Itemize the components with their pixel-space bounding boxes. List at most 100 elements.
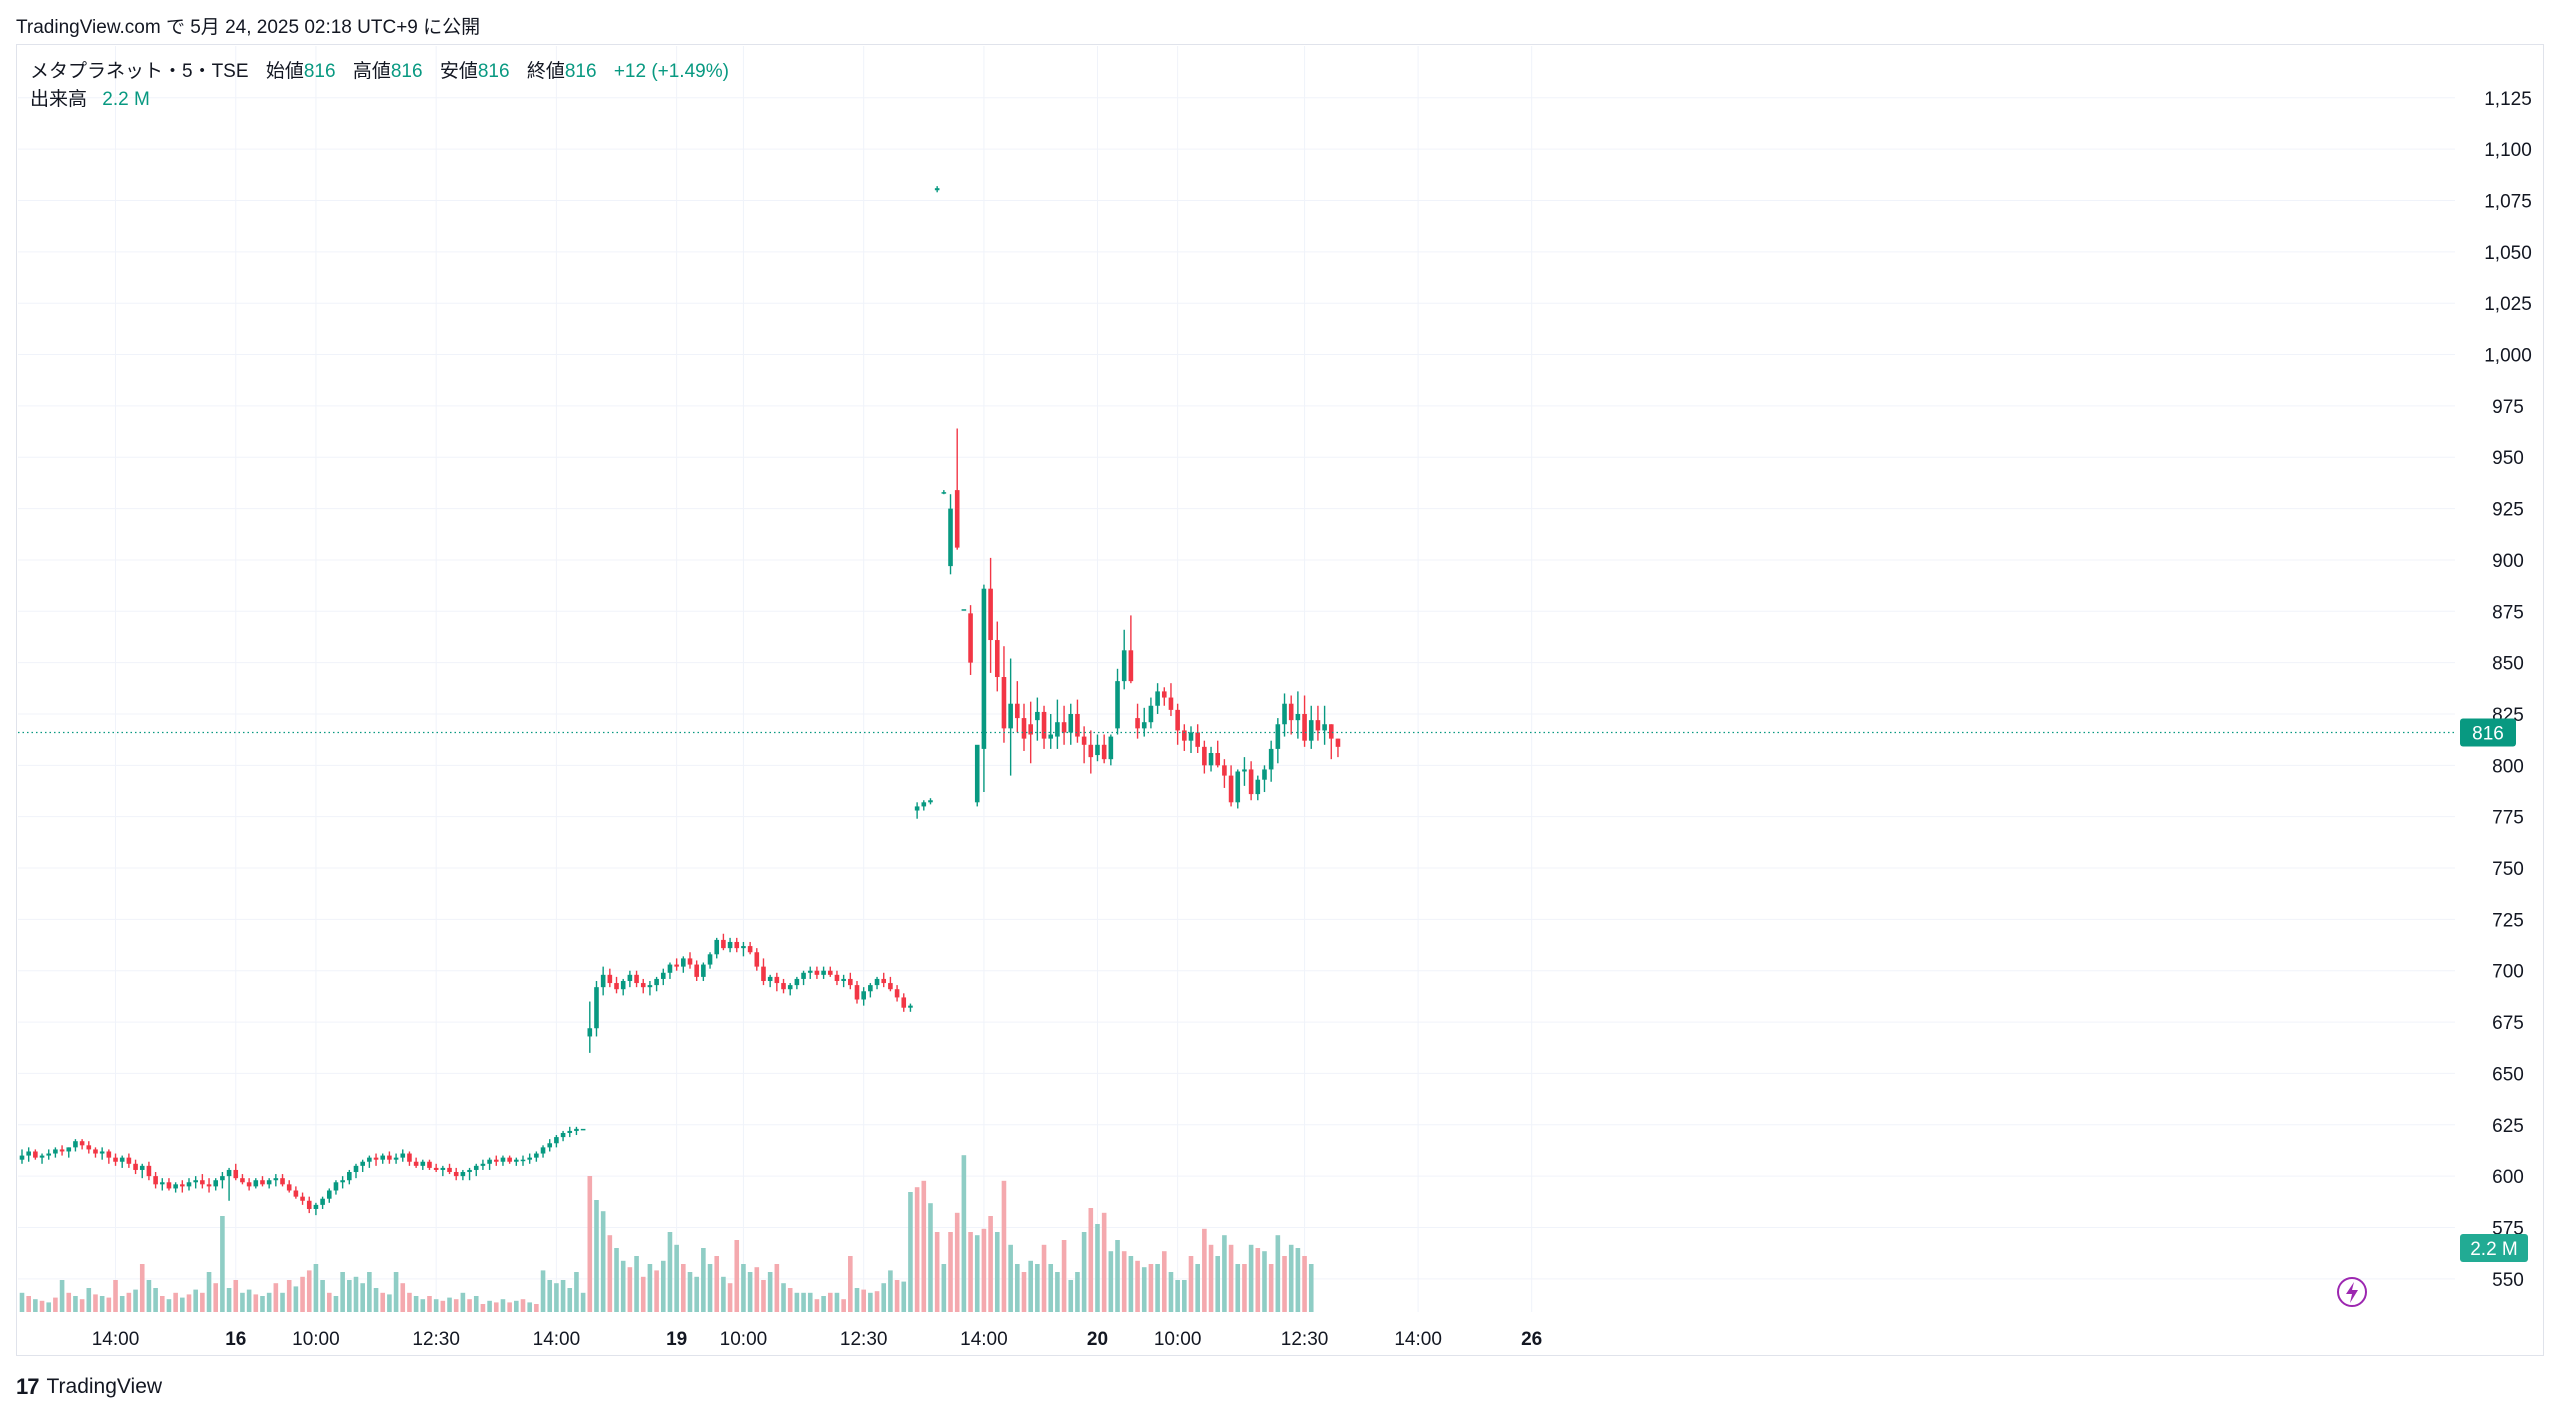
volume-bar xyxy=(1295,1248,1301,1312)
volume-bar xyxy=(674,1244,679,1312)
candle xyxy=(1121,629,1127,690)
volume-bar xyxy=(26,1296,31,1312)
candle xyxy=(1141,707,1147,737)
candle-body xyxy=(1262,769,1267,780)
candle xyxy=(754,948,760,971)
volume-bar xyxy=(807,1292,813,1312)
candle xyxy=(727,937,733,953)
candle xyxy=(226,1167,232,1201)
volume-label: 出来高 xyxy=(30,89,88,110)
candle-body xyxy=(520,1159,526,1162)
candle-body xyxy=(1128,650,1134,682)
footer-brand[interactable]: 17 TradingView xyxy=(16,1374,162,1400)
candle xyxy=(974,744,980,807)
volume-bar xyxy=(607,1235,613,1312)
candle-body xyxy=(1215,753,1221,766)
candle xyxy=(493,1155,499,1166)
candle-body xyxy=(540,1147,546,1154)
volume-bar xyxy=(373,1288,379,1312)
candle xyxy=(988,557,993,673)
candle xyxy=(126,1153,132,1168)
candle-body xyxy=(687,958,693,965)
candle-body xyxy=(420,1161,426,1166)
volume-bar xyxy=(280,1292,285,1312)
volume-bar xyxy=(126,1292,132,1312)
volume-bar xyxy=(948,1232,953,1312)
candle xyxy=(627,970,633,988)
candle-body xyxy=(59,1149,65,1152)
candle xyxy=(520,1155,526,1166)
volume-bar xyxy=(520,1299,526,1312)
candle xyxy=(153,1172,158,1189)
candle-body xyxy=(974,744,980,803)
volume-bar xyxy=(1015,1264,1020,1312)
candle xyxy=(1161,687,1167,706)
candle xyxy=(600,966,606,996)
candle xyxy=(79,1139,85,1150)
candle xyxy=(834,970,840,986)
high-value: 816 xyxy=(390,61,423,82)
candle-body xyxy=(380,1155,386,1160)
volume-bar xyxy=(1128,1256,1134,1312)
candle-body xyxy=(1322,724,1327,731)
volume-bar xyxy=(480,1304,486,1312)
volume-bar xyxy=(894,1280,900,1312)
lightning-icon[interactable] xyxy=(2337,1277,2367,1307)
volume-bar xyxy=(1268,1264,1274,1312)
volume-bar xyxy=(220,1216,225,1312)
x-tick-label: 12:30 xyxy=(1281,1329,1329,1350)
candle-body xyxy=(794,978,800,986)
candle xyxy=(1262,765,1267,793)
candle-body xyxy=(514,1159,519,1162)
volume-bar xyxy=(487,1300,492,1312)
open-label: 始値 xyxy=(265,61,304,82)
volume-bar xyxy=(1168,1272,1174,1312)
candle xyxy=(266,1178,272,1189)
candle-body xyxy=(801,972,806,979)
volume-bar xyxy=(888,1270,893,1312)
candle xyxy=(761,958,766,986)
candle-body xyxy=(908,1005,913,1008)
volume-bar xyxy=(801,1292,806,1312)
candle xyxy=(567,1126,573,1138)
candle xyxy=(19,1149,25,1164)
x-tick-label: 10:00 xyxy=(720,1329,768,1350)
volume-bar xyxy=(460,1292,466,1312)
candle-body xyxy=(848,978,853,986)
volume-bar xyxy=(647,1264,653,1312)
candle xyxy=(106,1149,112,1164)
volume-bar xyxy=(213,1283,219,1312)
volume-bar xyxy=(1135,1260,1140,1312)
volume-bar xyxy=(861,1289,866,1312)
candle-body xyxy=(580,1128,586,1131)
candle-body xyxy=(1061,722,1067,733)
volume-bar xyxy=(667,1232,673,1312)
candle xyxy=(507,1155,512,1164)
volume-bar xyxy=(367,1272,372,1312)
y-tick-label: 650 xyxy=(2492,1064,2524,1085)
volume-bar xyxy=(447,1297,452,1312)
candle xyxy=(1268,740,1274,782)
candle xyxy=(1222,759,1227,788)
low-label: 安値 xyxy=(439,61,478,82)
candle-body xyxy=(981,588,987,749)
candle xyxy=(580,1128,586,1131)
change-value: +12 (+1.49%) xyxy=(613,61,729,82)
symbol-name[interactable]: メタプラネット・5・TSE xyxy=(30,61,249,82)
y-tick-label: 550 xyxy=(2492,1270,2524,1291)
candle-body xyxy=(480,1163,486,1166)
volume-bar xyxy=(767,1272,773,1312)
candle-body xyxy=(146,1165,152,1177)
candle xyxy=(721,933,726,951)
volume-badge-label: 2.2 M xyxy=(2470,1239,2518,1260)
volume-bar xyxy=(761,1280,766,1312)
candle-body xyxy=(39,1155,45,1158)
volume-bar xyxy=(1155,1264,1160,1312)
candle xyxy=(159,1178,165,1191)
candle-body xyxy=(527,1157,532,1160)
candle-body xyxy=(640,983,646,988)
candle-body xyxy=(1001,677,1007,729)
candle xyxy=(500,1155,506,1166)
candle xyxy=(1101,734,1107,764)
